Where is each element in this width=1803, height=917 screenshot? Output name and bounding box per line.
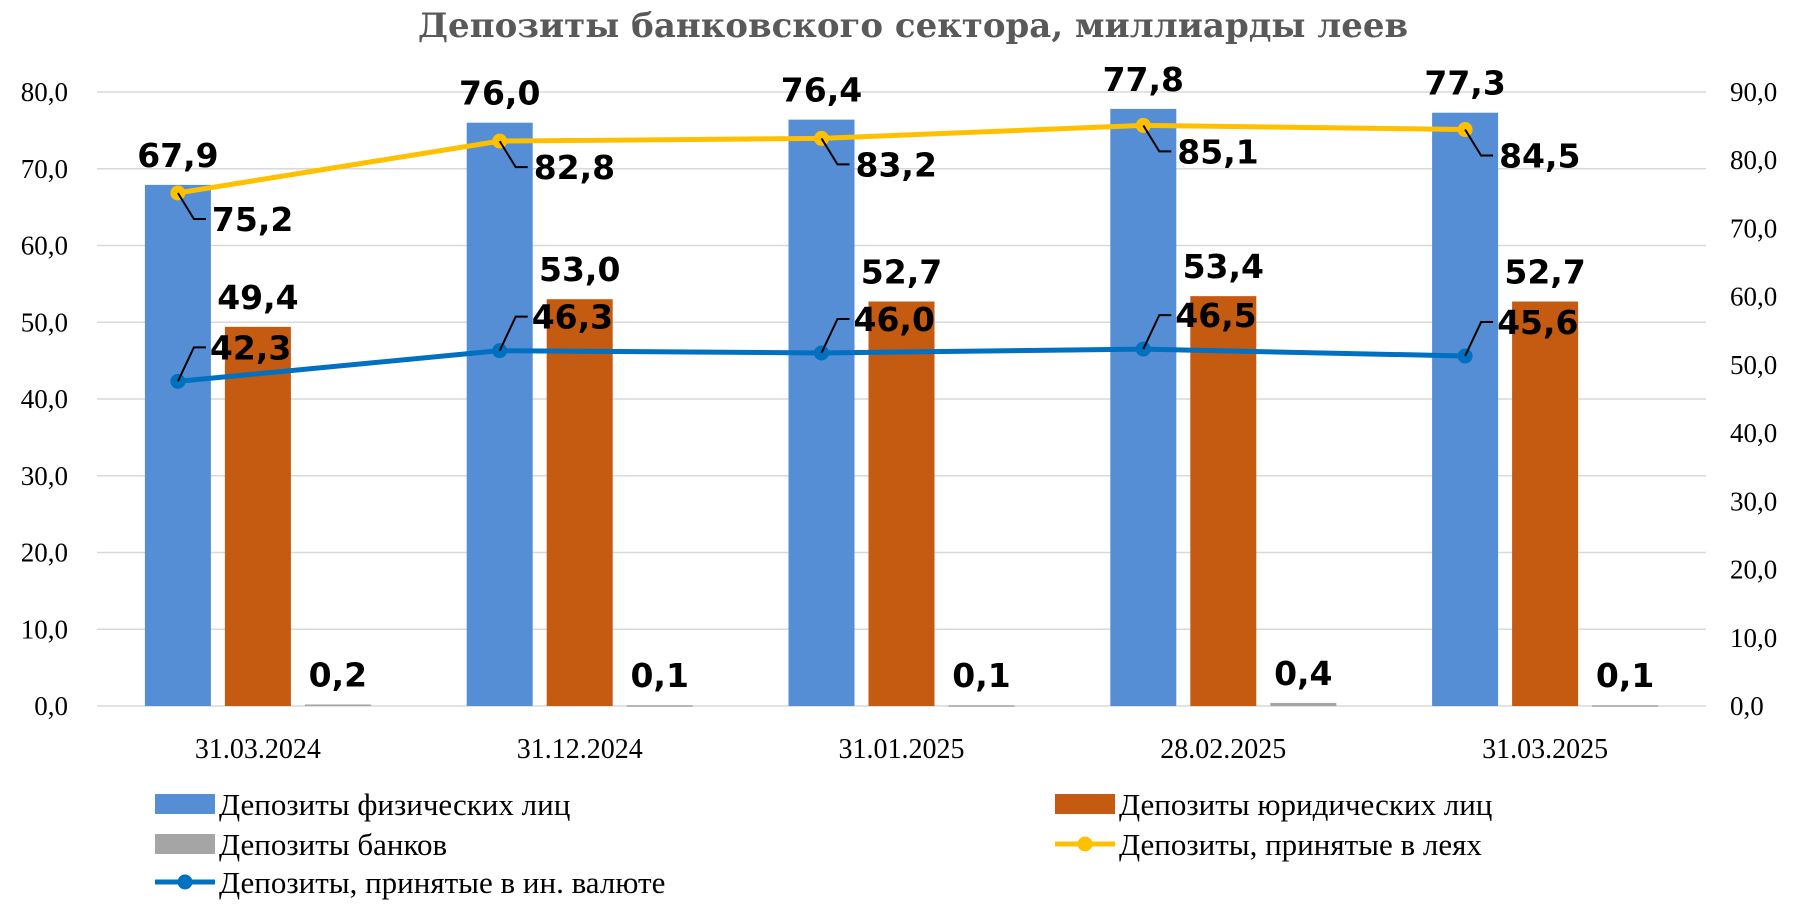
left-tick-label: 50,0 (21, 307, 68, 337)
bar-data-label: 53,0 (539, 250, 620, 289)
bar (466, 122, 533, 706)
bar-data-label: 0,4 (1274, 654, 1332, 693)
left-tick-label: 40,0 (21, 384, 68, 414)
right-tick-label: 30,0 (1730, 486, 1777, 516)
leader-line (176, 346, 206, 382)
right-tick-label: 80,0 (1730, 145, 1777, 175)
right-axis-ticks: 0,0 10,0 20,0 30,0 40,0 50,0 60,0 70,0 80,0 90,0 (1730, 77, 1777, 721)
line-data-label: 85,1 (1177, 132, 1258, 171)
bars (144, 108, 1659, 707)
legend-swatch (155, 794, 215, 814)
legend-label: Депозиты банков (219, 827, 447, 862)
bar-data-label: 77,3 (1424, 64, 1505, 103)
left-tick-label: 30,0 (21, 461, 68, 491)
leader-line (820, 137, 850, 166)
x-tick-label: 31.03.2024 (195, 734, 321, 765)
bar-data-label: 76,4 (781, 71, 862, 110)
bar-data-label: 0,1 (1596, 656, 1654, 695)
bar (948, 705, 1015, 707)
legend: Депозиты физических лиц Депозиты юридичес… (155, 787, 1492, 900)
leader-line (498, 140, 528, 169)
bar-data-label: 52,7 (1504, 253, 1585, 292)
legend-marker (177, 874, 193, 890)
left-tick-label: 0,0 (34, 691, 68, 721)
left-tick-label: 70,0 (21, 154, 68, 184)
right-tick-label: 70,0 (1730, 213, 1777, 243)
bar (1592, 705, 1659, 707)
leader-line (177, 192, 206, 220)
right-tick-label: 60,0 (1730, 282, 1777, 312)
data-labels: 67,9 76,0 76,4 77,8 77,3 49,4 53,0 52,7 53,4 52,7… (137, 60, 1654, 695)
bar (546, 299, 613, 706)
leader-line (1142, 124, 1172, 153)
bar (1110, 108, 1177, 706)
right-tick-label: 90,0 (1730, 77, 1777, 107)
bar-data-label: 52,7 (861, 253, 942, 292)
line-data-label: 46,3 (532, 298, 613, 337)
chart-title: Депозиты банковского сектора, миллиарды … (418, 6, 1408, 46)
left-axis-ticks: 0,0 10,0 20,0 30,0 40,0 50,0 60,0 70,0 80,0 (21, 77, 68, 721)
legend-marker (1077, 836, 1093, 852)
bar-data-label: 0,1 (952, 656, 1010, 695)
bar (788, 119, 855, 706)
leader-line (1464, 321, 1494, 357)
bar (304, 704, 371, 706)
bar-data-label: 53,4 (1183, 247, 1264, 286)
right-tick-label: 40,0 (1730, 418, 1777, 448)
bar-data-label: 0,2 (309, 655, 367, 694)
line-data-label: 75,2 (212, 200, 293, 239)
bar (1512, 301, 1579, 706)
bar (144, 184, 211, 706)
legend-label: Депозиты юридических лиц (1119, 787, 1492, 822)
line-data-label: 42,3 (210, 328, 291, 367)
legend-label: Депозиты, принятые в леях (1119, 827, 1482, 862)
legend-label: Депозиты, принятые в ин. валюте (219, 865, 665, 900)
bar-data-label: 67,9 (137, 136, 218, 175)
leader-line (1142, 314, 1172, 350)
bar-data-label: 0,1 (630, 656, 688, 695)
x-tick-label: 31.12.2024 (517, 734, 643, 765)
legend-swatch (155, 834, 215, 854)
left-tick-label: 60,0 (21, 231, 68, 261)
line-data-label: 82,8 (534, 148, 615, 187)
leader-line (1464, 128, 1494, 157)
x-tick-label: 31.03.2025 (1482, 734, 1608, 765)
bar (868, 301, 935, 706)
leader-line (820, 317, 850, 354)
bar-data-label: 76,0 (459, 74, 540, 113)
legend-swatch (1055, 794, 1115, 814)
right-tick-label: 20,0 (1730, 555, 1777, 585)
left-tick-label: 20,0 (21, 538, 68, 568)
right-tick-label: 10,0 (1730, 623, 1777, 653)
line-data-label: 46,5 (1175, 296, 1256, 335)
line-data-label: 84,5 (1499, 137, 1580, 176)
bar (1190, 296, 1257, 706)
x-tick-label: 28.02.2025 (1160, 734, 1286, 765)
line-data-label: 45,6 (1497, 303, 1578, 342)
bar (1432, 112, 1499, 706)
x-tick-label: 31.01.2025 (839, 734, 965, 765)
right-tick-label: 0,0 (1730, 691, 1764, 721)
right-tick-label: 50,0 (1730, 350, 1777, 380)
bar (1270, 702, 1337, 706)
left-tick-label: 10,0 (21, 614, 68, 644)
bar-data-label: 77,8 (1103, 60, 1184, 99)
left-tick-label: 80,0 (21, 77, 68, 107)
legend-label: Депозиты физических лиц (219, 787, 570, 822)
bar (626, 705, 693, 707)
leader-line (498, 315, 528, 352)
bar (224, 326, 291, 706)
line-data-label: 46,0 (854, 300, 935, 339)
line-data-label: 83,2 (856, 145, 937, 184)
bar-data-label: 49,4 (217, 278, 298, 317)
x-axis-ticks: 31.03.2024 31.12.2024 31.01.2025 28.02.2025… (195, 734, 1608, 765)
